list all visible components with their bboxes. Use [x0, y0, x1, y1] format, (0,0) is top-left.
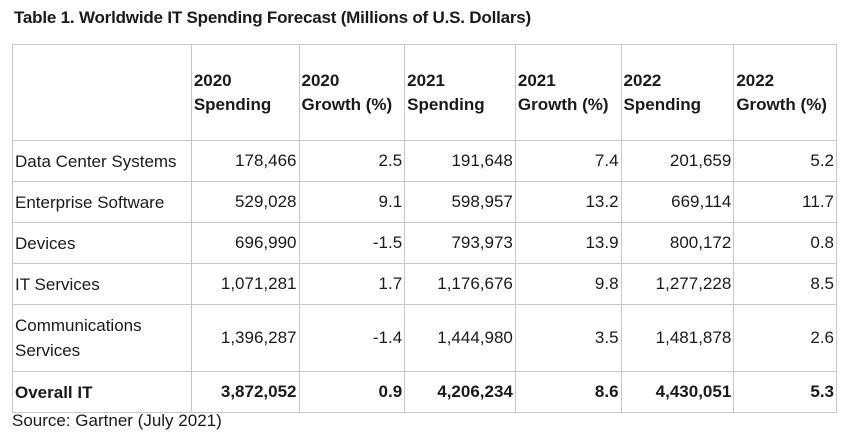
row-label: Devices — [12, 222, 192, 264]
row-label: Communications Services — [12, 304, 192, 372]
table-cell: 13.2 — [514, 181, 622, 223]
table-cell: 0.8 — [733, 222, 837, 264]
table-cell: 8.6 — [514, 371, 622, 413]
header-cell-2: 2020 Growth (%) — [298, 44, 406, 141]
table-cell: 8.5 — [733, 263, 837, 305]
header-cell-5: 2022 Spending — [620, 44, 735, 141]
table-cell: 1,481,878 — [620, 304, 735, 372]
header-cell-6: 2022 Growth (%) — [733, 44, 837, 141]
table-cell: 800,172 — [620, 222, 735, 264]
it-spending-table: 2020 Spending 2020 Growth (%) 2021 Spend… — [12, 44, 837, 413]
table-cell: 13.9 — [514, 222, 622, 264]
row-label: Enterprise Software — [12, 181, 192, 223]
table-cell: 1.7 — [298, 263, 406, 305]
table-cell: 7.4 — [514, 140, 622, 182]
table-cell: 598,957 — [404, 181, 516, 223]
table-cell: 9.8 — [514, 263, 622, 305]
table-cell: 2.6 — [733, 304, 837, 372]
table-cell: -1.5 — [298, 222, 406, 264]
source-note: Source: Gartner (July 2021) — [12, 411, 222, 430]
table-cell: 0.9 — [298, 371, 406, 413]
table-cell: 5.2 — [733, 140, 837, 182]
table-cell: 9.1 — [298, 181, 406, 223]
header-cell-4: 2021 Growth (%) — [514, 44, 622, 141]
row-label: Overall IT — [12, 371, 192, 413]
table-row: Communications Services 1,396,287 -1.4 1… — [12, 304, 837, 372]
table-cell: 793,973 — [404, 222, 516, 264]
table-cell: 1,071,281 — [190, 263, 300, 305]
total-row: Overall IT 3,872,052 0.9 4,206,234 8.6 4… — [12, 371, 837, 413]
header-cell-1: 2020 Spending — [190, 44, 300, 141]
table-cell: 1,396,287 — [190, 304, 300, 372]
table-cell: -1.4 — [298, 304, 406, 372]
table-cell: 696,990 — [190, 222, 300, 264]
table-cell: 3,872,052 — [190, 371, 300, 413]
table-cell: 3.5 — [514, 304, 622, 372]
table-cell: 191,648 — [404, 140, 516, 182]
table-cell: 1,176,676 — [404, 263, 516, 305]
row-label: IT Services — [12, 263, 192, 305]
table-cell: 201,659 — [620, 140, 735, 182]
table-row: Enterprise Software 529,028 9.1 598,957 … — [12, 181, 837, 223]
table-cell: 5.3 — [733, 371, 837, 413]
table-cell: 11.7 — [733, 181, 837, 223]
row-label: Data Center Systems — [12, 140, 192, 182]
header-row: 2020 Spending 2020 Growth (%) 2021 Spend… — [12, 44, 837, 141]
table-cell: 1,277,228 — [620, 263, 735, 305]
table-row: Data Center Systems 178,466 2.5 191,648 … — [12, 140, 837, 182]
table-cell: 4,430,051 — [620, 371, 735, 413]
table-cell: 1,444,980 — [404, 304, 516, 372]
table-cell: 4,206,234 — [404, 371, 516, 413]
table-cell: 669,114 — [620, 181, 735, 223]
table-row: Devices 696,990 -1.5 793,973 13.9 800,17… — [12, 222, 837, 264]
table-row: IT Services 1,071,281 1.7 1,176,676 9.8 … — [12, 263, 837, 305]
header-cell-3: 2021 Spending — [404, 44, 516, 141]
table-cell: 2.5 — [298, 140, 406, 182]
table-cell: 529,028 — [190, 181, 300, 223]
table-cell: 178,466 — [190, 140, 300, 182]
header-cell-0 — [12, 44, 192, 141]
table-title: Table 1. Worldwide IT Spending Forecast … — [14, 8, 532, 27]
